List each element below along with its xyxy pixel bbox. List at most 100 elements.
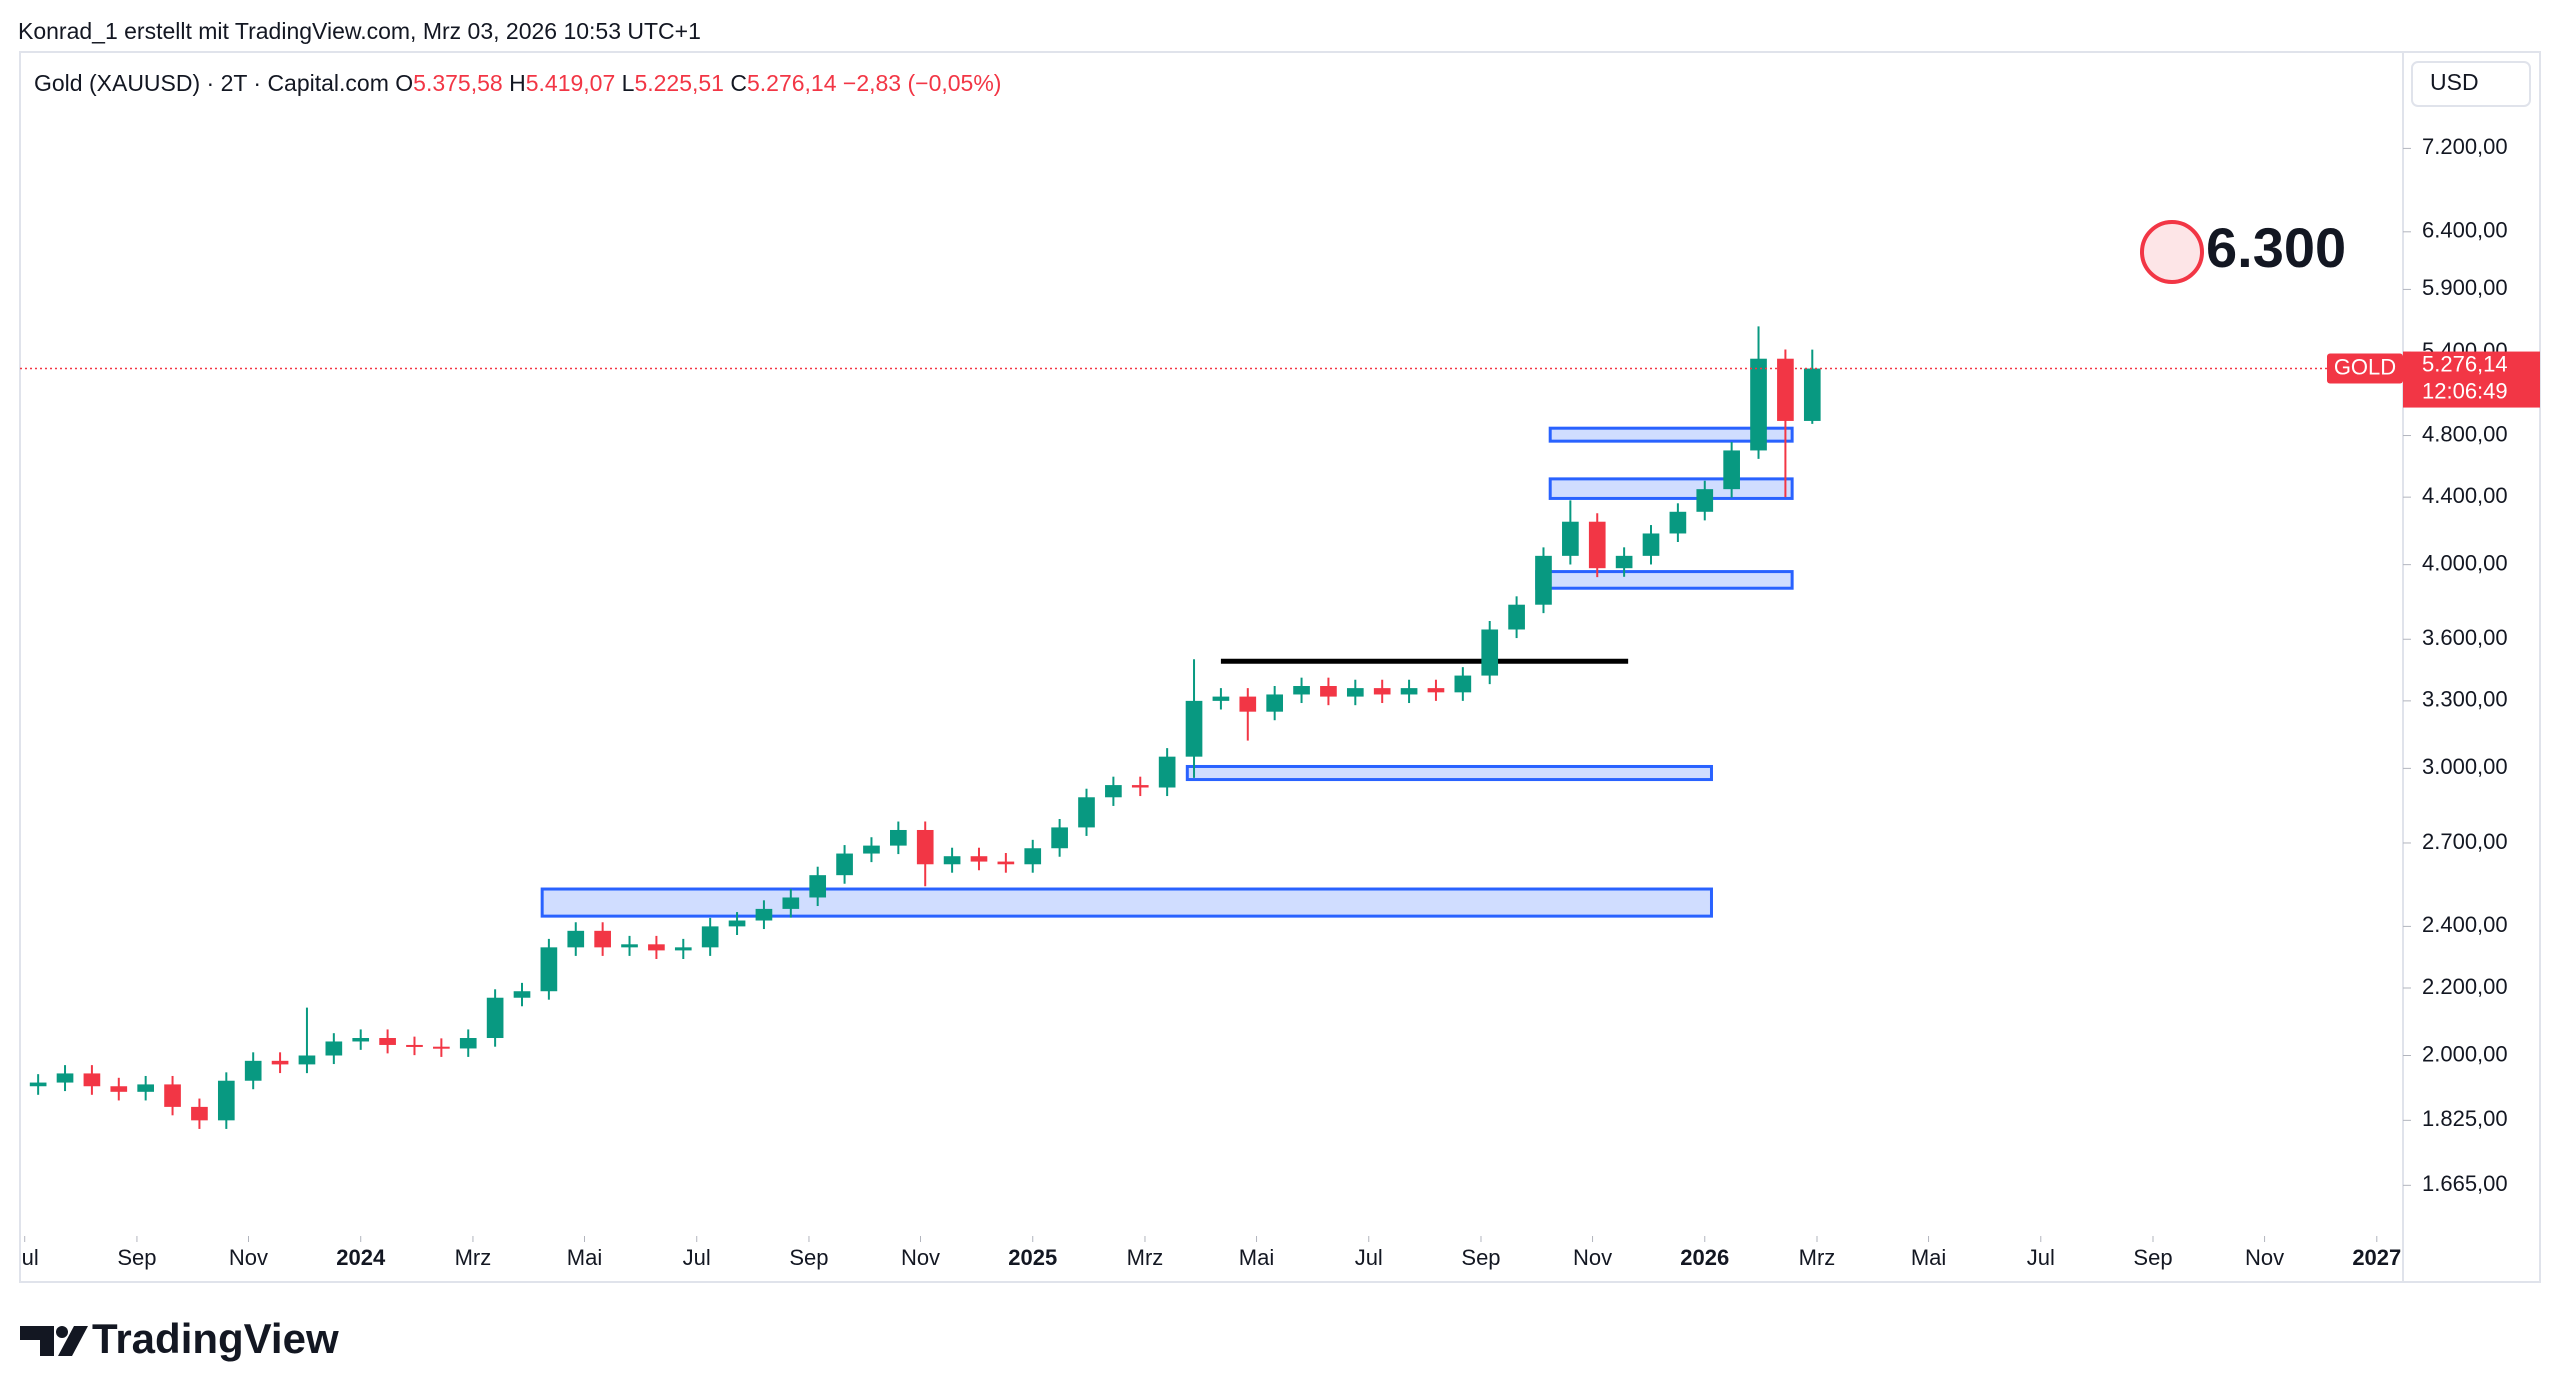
candle-body bbox=[674, 947, 692, 951]
y-tick-label: 5.900,00 bbox=[2422, 275, 2508, 300]
x-tick-label: Jul bbox=[1355, 1245, 1383, 1270]
x-tick-label: Nov bbox=[901, 1245, 940, 1270]
candle-body bbox=[648, 944, 665, 951]
candle-body bbox=[1481, 629, 1499, 676]
logo-icon bbox=[20, 1326, 88, 1356]
brand-logo: TradingView bbox=[20, 1315, 339, 1362]
candle-body bbox=[1696, 489, 1714, 512]
x-tick-label: Mrz bbox=[1127, 1245, 1164, 1270]
candle-body bbox=[110, 1086, 128, 1092]
candle-body bbox=[594, 930, 611, 948]
legend-name: Gold (XAUUSD) · 2T · Capital.com bbox=[34, 70, 389, 96]
candle-body bbox=[513, 991, 531, 998]
candle-body bbox=[1588, 521, 1606, 569]
candle-body bbox=[809, 875, 827, 898]
legend: Gold (XAUUSD) · 2T · Capital.com O5.375,… bbox=[34, 70, 1001, 96]
candle-body bbox=[406, 1044, 423, 1047]
candle-body bbox=[1185, 700, 1203, 757]
zone bbox=[540, 887, 1713, 918]
plot-area: Jul Sep Nov 2024 Mrz Mai Jul Sep Nov 2025 Mrz Mai Ju… bbox=[20, 326, 2403, 1270]
y-tick-label: 2.700,00 bbox=[2422, 829, 2508, 854]
legend-l: L bbox=[622, 70, 635, 96]
y-tick-label: 6.400,00 bbox=[2422, 218, 2508, 243]
candle-body bbox=[1723, 450, 1740, 490]
candle-body bbox=[379, 1038, 396, 1045]
y-tick-label: 7.200,00 bbox=[2422, 134, 2508, 159]
x-tick-label: 2026 bbox=[1680, 1245, 1729, 1270]
legend-high: 5.419,07 bbox=[526, 70, 616, 96]
legend-open: 5.375,58 bbox=[413, 70, 503, 96]
annotation-text: 6.300 bbox=[2206, 216, 2346, 279]
candle-body bbox=[1562, 521, 1579, 556]
x-tick-label: Sep bbox=[789, 1245, 828, 1270]
legend-close: 5.276,14 bbox=[747, 70, 837, 96]
candle-body bbox=[890, 829, 907, 846]
candle-body bbox=[1266, 694, 1284, 712]
x-tick-label: Nov bbox=[2245, 1245, 2284, 1270]
candle-body bbox=[1158, 756, 1176, 788]
currency-label[interactable]: USD bbox=[2430, 69, 2479, 95]
legend-h: H bbox=[509, 70, 526, 96]
x-tick-label: Sep bbox=[117, 1245, 156, 1270]
candle-body bbox=[83, 1073, 101, 1087]
zone bbox=[1548, 477, 1794, 500]
candle-body bbox=[728, 920, 746, 927]
candle-body bbox=[1024, 848, 1042, 865]
candle-body bbox=[1373, 688, 1391, 695]
y-tick-label: 3.300,00 bbox=[2422, 687, 2508, 712]
candle-body bbox=[56, 1073, 74, 1083]
candle-body bbox=[621, 944, 638, 948]
annotation-marker bbox=[2140, 220, 2204, 284]
candle-body bbox=[567, 930, 585, 948]
legend-c: C bbox=[730, 70, 747, 96]
x-tick-label: Jul bbox=[2027, 1245, 2055, 1270]
header-text: Konrad_1 erstellt mit TradingView.com, M… bbox=[18, 18, 701, 44]
candle-body bbox=[459, 1038, 477, 1049]
x-tick-label: Jul bbox=[683, 1245, 711, 1270]
x-tick-label: 2024 bbox=[336, 1245, 386, 1270]
symbol-label-box bbox=[2327, 353, 2403, 384]
candle-body bbox=[540, 947, 558, 992]
price-label: 5.276,14 bbox=[2422, 351, 2508, 376]
candle-body bbox=[1320, 686, 1337, 697]
candle-body bbox=[164, 1084, 181, 1107]
x-tick-label: Mrz bbox=[455, 1245, 492, 1270]
legend-low: 5.225,51 bbox=[634, 70, 724, 96]
candle-body bbox=[1400, 688, 1418, 695]
chart-frame bbox=[19, 51, 2541, 1283]
candle-body bbox=[1454, 675, 1472, 693]
candle-body bbox=[1293, 686, 1310, 695]
candle-body bbox=[1803, 368, 1821, 421]
x-tick-label: 2027 bbox=[2352, 1245, 2401, 1270]
candle-body bbox=[1346, 688, 1364, 697]
candle-body bbox=[1212, 696, 1230, 701]
x-tick-label: Sep bbox=[1461, 1245, 1500, 1270]
candle-body bbox=[701, 926, 719, 948]
candle-body bbox=[1078, 797, 1095, 828]
candle-body bbox=[325, 1041, 343, 1056]
candle-body bbox=[943, 856, 961, 865]
x-tick-label: Nov bbox=[229, 1245, 268, 1270]
candle-body bbox=[271, 1060, 289, 1065]
candle-body bbox=[1615, 555, 1633, 569]
y-tick-label: 2.200,00 bbox=[2422, 974, 2508, 999]
candle-body bbox=[1535, 555, 1552, 605]
candle-body bbox=[1669, 511, 1687, 534]
y-tick-label: 1.665,00 bbox=[2422, 1171, 2508, 1196]
candle-body bbox=[137, 1084, 155, 1092]
candle-body bbox=[1777, 358, 1794, 421]
candle-body bbox=[433, 1046, 450, 1049]
x-tick-label: 2025 bbox=[1008, 1245, 1057, 1270]
x-tick-label: Mrz bbox=[1799, 1245, 1836, 1270]
candle-body bbox=[997, 861, 1015, 865]
x-tick-label: Nov bbox=[1573, 1245, 1612, 1270]
legend-o: O bbox=[395, 70, 413, 96]
candle-body bbox=[755, 908, 773, 921]
currency-button[interactable] bbox=[2411, 61, 2531, 107]
candle-body bbox=[486, 997, 504, 1039]
candle-body bbox=[352, 1038, 370, 1042]
candle-body bbox=[1642, 533, 1660, 556]
candle-body bbox=[1427, 688, 1445, 693]
